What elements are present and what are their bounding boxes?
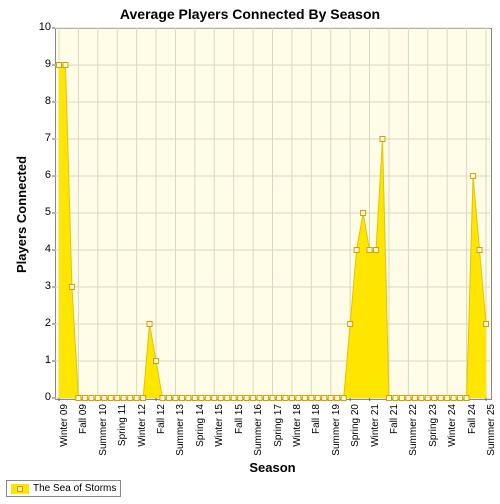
legend-swatch: [11, 484, 29, 494]
legend-marker-icon: [17, 486, 23, 492]
area-svg: [0, 0, 500, 500]
x-tick-label: Winter 24: [447, 404, 458, 504]
x-tick-label: Winter 21: [370, 404, 381, 504]
x-tick-label: Spring 14: [195, 404, 206, 504]
y-tick-label: 5: [31, 206, 51, 218]
x-tick-label: Summer 13: [175, 404, 186, 504]
y-axis-label: Players Connected: [14, 156, 29, 273]
x-tick-label: Spring 23: [428, 404, 439, 504]
y-tick-label: 3: [31, 280, 51, 292]
y-tick-label: 2: [31, 317, 51, 329]
x-tick-label: Spring 20: [350, 404, 361, 504]
x-tick-label: Summer 16: [253, 404, 264, 504]
x-tick-label: Fall 15: [234, 404, 245, 504]
x-tick-label: Fall 12: [156, 404, 167, 504]
y-tick-label: 8: [31, 95, 51, 107]
x-tick-label: Winter 18: [292, 404, 303, 504]
legend: The Sea of Storms: [6, 480, 121, 497]
y-tick-label: 9: [31, 58, 51, 70]
x-tick-label: Winter 12: [137, 404, 148, 504]
x-tick-label: Fall 24: [467, 404, 478, 504]
y-tick-label: 0: [31, 391, 51, 403]
x-tick-label: Summer 19: [331, 404, 342, 504]
x-tick-label: Winter 15: [214, 404, 225, 504]
y-tick-label: 10: [31, 21, 51, 33]
x-tick-label: Fall 21: [389, 404, 400, 504]
x-tick-label: Fall 18: [311, 404, 322, 504]
y-tick-label: 6: [31, 169, 51, 181]
y-tick-label: 1: [31, 354, 51, 366]
x-tick-label: Summer 25: [486, 404, 497, 504]
x-tick-label: Summer 22: [408, 404, 419, 504]
y-tick-label: 4: [31, 243, 51, 255]
y-tick-label: 7: [31, 132, 51, 144]
chart-container: Average Players Connected By Season Play…: [0, 0, 500, 500]
legend-label: The Sea of Storms: [33, 483, 116, 494]
x-tick-label: Spring 17: [273, 404, 284, 504]
